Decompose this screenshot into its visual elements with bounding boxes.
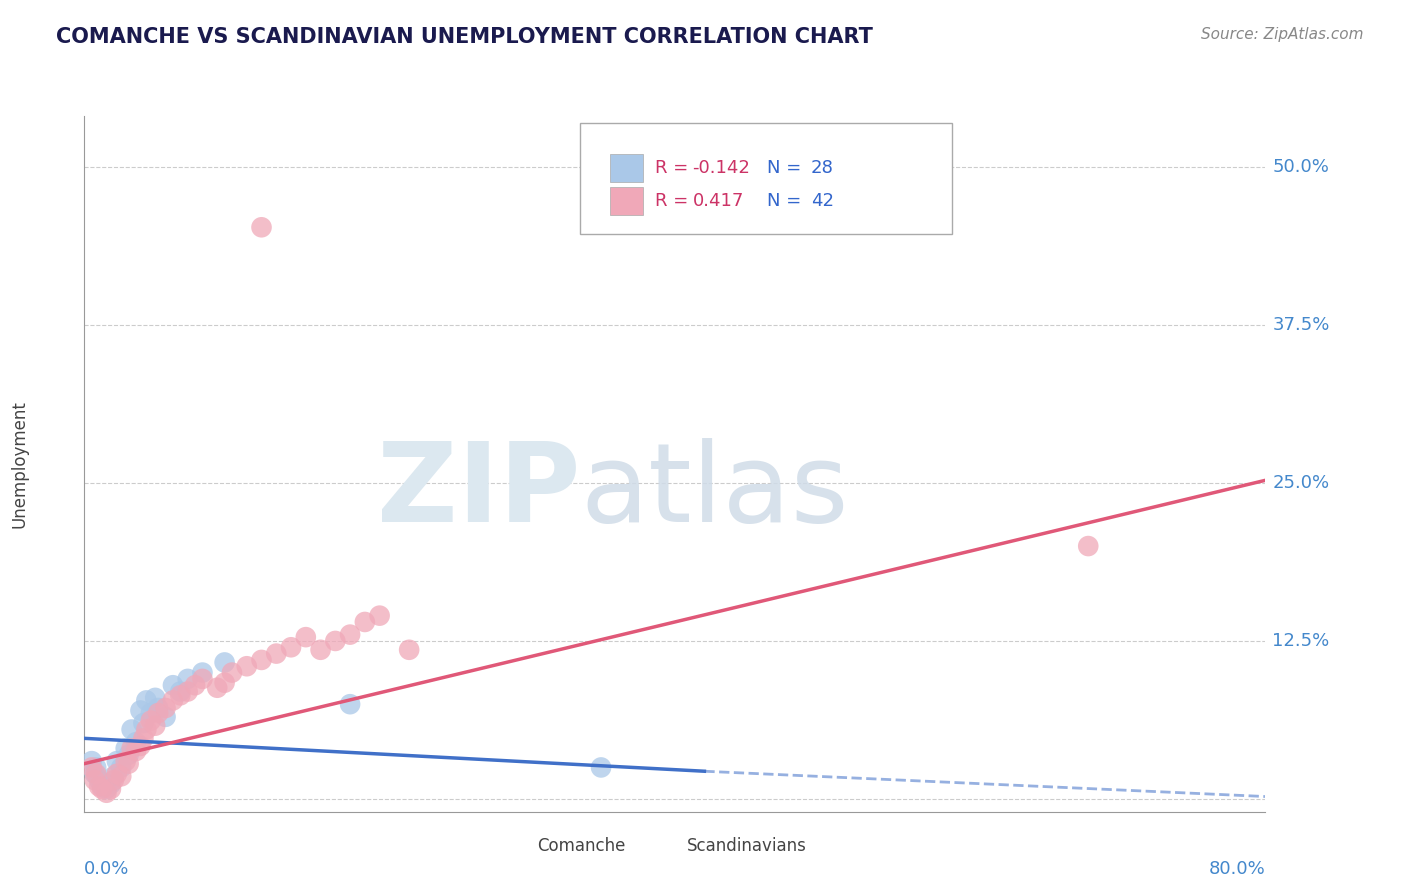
Point: [100, 781, 122, 796]
Text: -0.142: -0.142: [693, 159, 751, 178]
Point: [110, 760, 132, 774]
Text: N =: N =: [768, 159, 807, 178]
Text: Comanche: Comanche: [537, 837, 626, 855]
Text: 37.5%: 37.5%: [1272, 316, 1330, 334]
Point: [309, 642, 332, 657]
Point: [103, 769, 125, 783]
Bar: [503, 835, 530, 857]
Text: 0.0%: 0.0%: [84, 861, 129, 879]
Point: [169, 684, 191, 698]
Bar: [654, 835, 679, 857]
Point: [280, 640, 302, 655]
Point: [591, 760, 613, 774]
Point: [91, 780, 114, 794]
Point: [143, 719, 166, 733]
Point: [125, 744, 148, 758]
Text: 0.417: 0.417: [693, 192, 744, 210]
Point: [96, 781, 118, 796]
Bar: [610, 187, 643, 215]
Point: [214, 656, 236, 670]
Text: 28: 28: [811, 159, 834, 178]
Point: [177, 672, 200, 686]
Point: [118, 756, 141, 771]
Point: [162, 693, 184, 707]
Point: [87, 780, 111, 794]
Text: Scandinavians: Scandinavians: [686, 837, 807, 855]
Point: [214, 675, 236, 690]
Point: [118, 747, 141, 762]
Point: [205, 681, 228, 695]
Point: [105, 754, 128, 768]
Point: [110, 769, 132, 783]
Point: [250, 220, 273, 235]
Text: 50.0%: 50.0%: [1272, 158, 1329, 176]
Text: Unemployment: Unemployment: [10, 400, 28, 528]
Point: [155, 701, 177, 715]
Point: [148, 706, 170, 720]
Point: [96, 786, 118, 800]
Point: [121, 741, 143, 756]
Point: [264, 647, 288, 661]
FancyBboxPatch shape: [581, 123, 952, 235]
Point: [295, 630, 318, 644]
Point: [139, 706, 162, 720]
Point: [114, 754, 136, 768]
Point: [84, 760, 107, 774]
Point: [84, 766, 107, 780]
Point: [143, 690, 166, 705]
Point: [169, 689, 191, 703]
Text: R =: R =: [655, 159, 693, 178]
Point: [323, 634, 347, 648]
Point: [235, 659, 259, 673]
Point: [83, 766, 105, 780]
Text: 42: 42: [811, 192, 834, 210]
Point: [121, 723, 143, 737]
Point: [132, 716, 155, 731]
Point: [132, 731, 155, 746]
Point: [129, 739, 152, 753]
Point: [139, 714, 162, 728]
Point: [125, 735, 148, 749]
Point: [135, 693, 157, 707]
Point: [191, 672, 214, 686]
Text: Source: ZipAtlas.com: Source: ZipAtlas.com: [1201, 27, 1364, 42]
Text: R =: R =: [655, 192, 700, 210]
Text: COMANCHE VS SCANDINAVIAN UNEMPLOYMENT CORRELATION CHART: COMANCHE VS SCANDINAVIAN UNEMPLOYMENT CO…: [56, 27, 873, 46]
Point: [191, 665, 214, 680]
Point: [114, 741, 136, 756]
Point: [155, 710, 177, 724]
Point: [100, 777, 122, 791]
Point: [80, 754, 103, 768]
Point: [105, 766, 128, 780]
Point: [129, 704, 152, 718]
Point: [221, 665, 243, 680]
Text: ZIP: ZIP: [377, 438, 581, 545]
Point: [162, 678, 184, 692]
Text: N =: N =: [768, 192, 807, 210]
Text: 80.0%: 80.0%: [1209, 861, 1265, 879]
Point: [177, 684, 200, 698]
Point: [184, 678, 207, 692]
Point: [339, 697, 361, 711]
Point: [80, 760, 103, 774]
Point: [87, 773, 111, 788]
Text: 12.5%: 12.5%: [1272, 632, 1330, 650]
Point: [148, 701, 170, 715]
Point: [354, 615, 377, 629]
Point: [83, 773, 105, 788]
Point: [1077, 539, 1099, 553]
Point: [368, 608, 391, 623]
Point: [91, 781, 114, 796]
Point: [135, 723, 157, 737]
Bar: [610, 154, 643, 182]
Text: 25.0%: 25.0%: [1272, 474, 1330, 491]
Text: atlas: atlas: [581, 438, 849, 545]
Point: [398, 642, 420, 657]
Point: [250, 653, 273, 667]
Point: [103, 773, 125, 788]
Point: [339, 627, 361, 641]
